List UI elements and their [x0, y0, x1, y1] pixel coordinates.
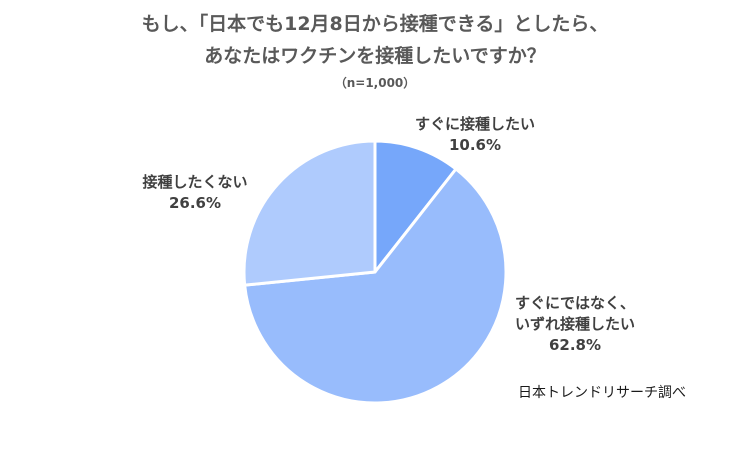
slice-label-text-line1: すぐにではなく、 [514, 294, 635, 312]
slice-value-label: 62.8% [548, 336, 602, 354]
chart-title-line2: あなたはワクチンを接種したいですか？ [204, 45, 546, 67]
chart-subtitle: （n=1,000） [334, 76, 416, 90]
slice-label-text: 接種したくない [142, 173, 248, 191]
chart-title-line1: もし、「日本でも12月8日から接種できる」としたら、 [141, 13, 609, 35]
slice-label-sugu: すぐに接種したい 10.6% [400, 114, 550, 156]
pie-slice-3 [242, 139, 377, 287]
pie-slice-1 [373, 139, 458, 274]
slice-value-label: 26.6% [168, 194, 222, 212]
slice-label-text-line2: いずれ接種したい [514, 315, 635, 333]
slice-value-label: 10.6% [448, 136, 502, 154]
source-note: 日本トレンドリサーチ調べ [518, 385, 686, 401]
slice-label-izure: すぐにではなく、 いずれ接種したい 62.8% [500, 293, 650, 356]
slice-label-shitakunai: 接種したくない 26.6% [130, 172, 260, 214]
slice-label-text: すぐに接種したい [414, 115, 535, 133]
pie-slices [242, 139, 508, 405]
pie-slice-2 [243, 167, 508, 405]
